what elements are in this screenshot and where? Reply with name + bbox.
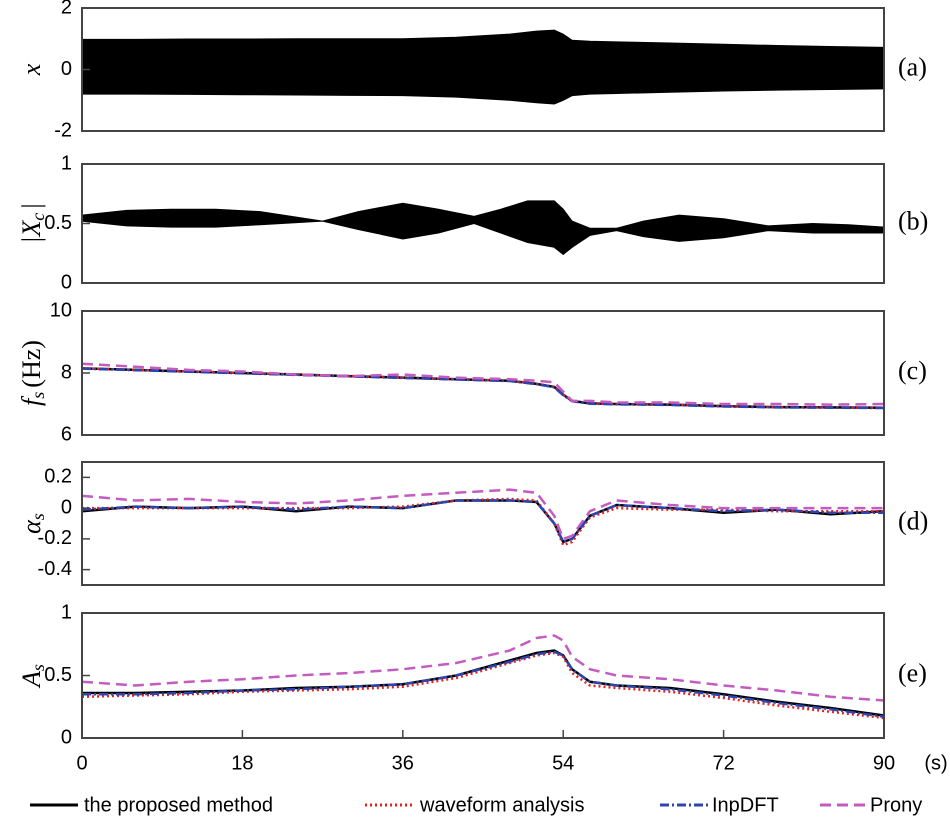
y-tick-label: -2 bbox=[54, 119, 72, 141]
x-tick-label: 72 bbox=[712, 752, 734, 774]
legend-label: waveform analysis bbox=[419, 794, 585, 816]
y-tick-label: 0.5 bbox=[44, 664, 72, 686]
legend-label: Prony bbox=[870, 794, 922, 816]
y-tick-label: 1 bbox=[61, 601, 72, 623]
y-label-sub: s bbox=[28, 664, 48, 671]
y-axis-label: x bbox=[17, 63, 46, 76]
y-tick-label: 1 bbox=[61, 152, 72, 174]
series-line bbox=[82, 497, 884, 547]
panel-label: (b) bbox=[898, 206, 928, 235]
y-tick-label: 0 bbox=[61, 271, 72, 293]
series-line bbox=[81, 367, 885, 409]
y-label-main: f bbox=[17, 395, 46, 406]
x-tick-label: 54 bbox=[552, 752, 574, 774]
y-tick-label: -0.2 bbox=[38, 527, 72, 549]
y-tick-label: -0.4 bbox=[38, 558, 72, 580]
y-label-sub: s bbox=[28, 392, 48, 399]
x-tick-label: 36 bbox=[392, 752, 414, 774]
x-tick-label: 18 bbox=[231, 752, 253, 774]
x-tick-label: 90 bbox=[873, 752, 895, 774]
y-label-end: (Hz) bbox=[17, 340, 46, 388]
y-tick-label: 0 bbox=[61, 58, 72, 80]
y-axis-label: fs (Hz) bbox=[17, 340, 48, 406]
signal-envelope bbox=[81, 29, 885, 105]
x-tick-label: 0 bbox=[76, 752, 87, 774]
series-line bbox=[82, 649, 885, 717]
x-axis-label: (s) bbox=[924, 752, 947, 774]
y-axis-label: As bbox=[17, 664, 48, 689]
panel-label: (e) bbox=[898, 658, 927, 687]
y-tick-label: 8 bbox=[61, 361, 72, 383]
y-tick-label: 0 bbox=[61, 496, 72, 518]
y-label-end: | bbox=[17, 203, 46, 208]
y-tick-label: 10 bbox=[50, 299, 72, 321]
series-line bbox=[82, 650, 885, 718]
y-label-main: x bbox=[17, 63, 46, 76]
y-tick-label: 6 bbox=[61, 423, 72, 445]
y-tick-label: 0.2 bbox=[44, 466, 72, 488]
panel-label: (c) bbox=[898, 356, 927, 385]
y-tick-label: 0.5 bbox=[44, 212, 72, 234]
panel-label: (a) bbox=[898, 52, 927, 81]
y-label-main: A bbox=[17, 671, 46, 689]
y-label-sub: c bbox=[28, 213, 48, 221]
legend-label: the proposed method bbox=[84, 794, 273, 816]
series-line bbox=[81, 362, 885, 406]
y-label-sub: s bbox=[28, 513, 48, 520]
series-line bbox=[81, 651, 885, 720]
y-axis-label: |Xc | bbox=[17, 203, 48, 243]
panel-frame bbox=[81, 461, 885, 586]
y-axis-label: αs bbox=[17, 513, 48, 534]
y-tick-label: 2 bbox=[61, 0, 72, 18]
series-line bbox=[81, 488, 884, 541]
series-line bbox=[81, 367, 885, 410]
y-tick-label: 0 bbox=[61, 726, 72, 748]
series-line bbox=[81, 367, 885, 409]
legend-label: InpDFT bbox=[712, 794, 779, 816]
series-line bbox=[81, 634, 885, 702]
panel-label: (d) bbox=[898, 506, 928, 535]
y-label-main: α bbox=[17, 519, 46, 534]
y-label-main: |X bbox=[17, 219, 46, 243]
series-line bbox=[81, 499, 884, 544]
panel-frame bbox=[81, 612, 885, 739]
signal-envelope bbox=[81, 200, 885, 256]
